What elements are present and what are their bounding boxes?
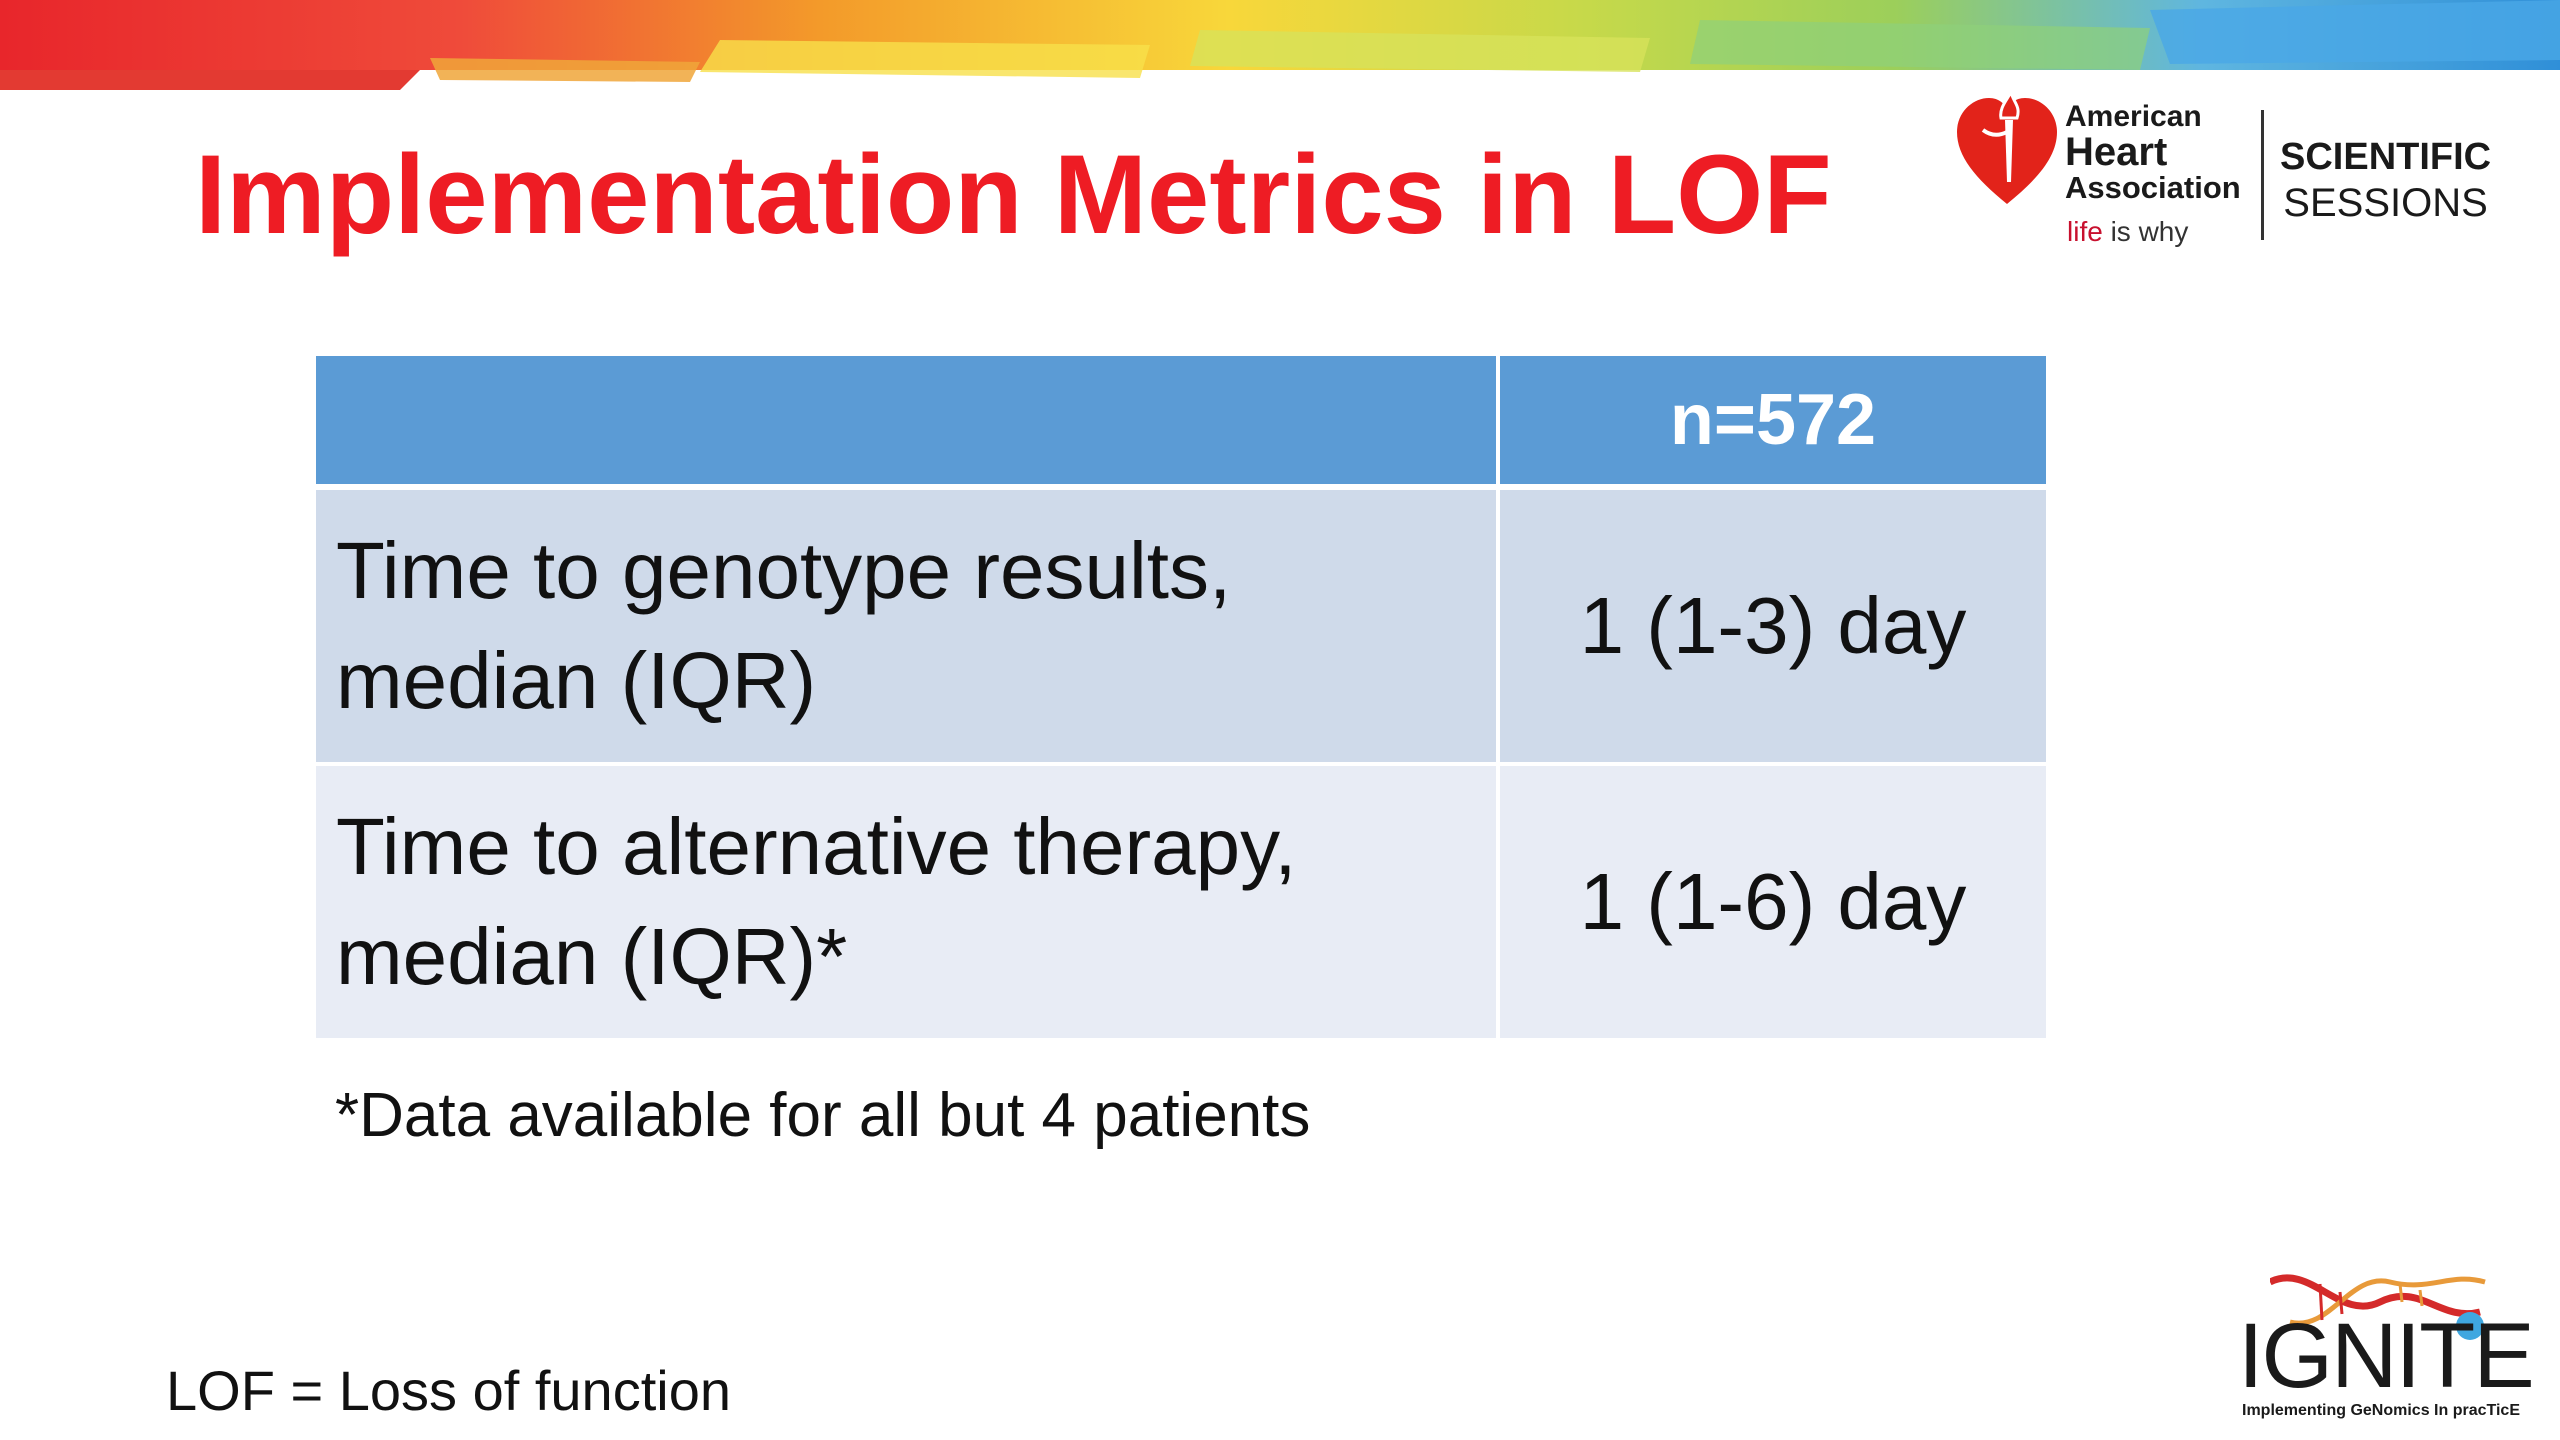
logo-divider	[2261, 110, 2264, 240]
sessions-line1: SCIENTIFIC	[2280, 136, 2492, 178]
scientific-sessions-label: SCIENTIFIC SESSIONS	[2280, 136, 2491, 226]
aha-org-line2: Heart	[2065, 130, 2168, 174]
ignite-logo: IGNITE Implementing GeNomics In pracTicE	[2230, 1262, 2535, 1422]
row-value: 1 (1-3) day	[1500, 490, 2046, 766]
ignite-wordmark: IGNITE	[2238, 1305, 2535, 1407]
aha-org-line1: American	[2065, 100, 2202, 133]
table-row: Time to genotype results, median (IQR) 1…	[316, 490, 2046, 766]
table-header-row: n=572	[316, 356, 2046, 490]
table-row: Time to alternative therapy, median (IQR…	[316, 766, 2046, 1038]
aha-tagline: life is why	[2067, 216, 2188, 248]
row-label-line2: median (IQR)*	[336, 912, 848, 1001]
header-cell-n: n=572	[1500, 356, 2046, 490]
sessions-line2: SESSIONS	[2283, 180, 2488, 225]
aha-tagline-red: life	[2067, 216, 2103, 247]
aha-org-name: American Heart Association	[2065, 100, 2241, 205]
table-footnote: *Data available for all but 4 patients	[335, 1081, 1311, 1150]
aha-tagline-rest: is why	[2102, 216, 2189, 247]
header-cell-blank	[316, 356, 1500, 490]
row-label: Time to alternative therapy, median (IQR…	[316, 766, 1500, 1038]
abbreviation-note: LOF = Loss of function	[166, 1359, 731, 1422]
row-label: Time to genotype results, median (IQR)	[316, 490, 1500, 766]
aha-org-line3: Association	[2065, 170, 2241, 205]
row-label-line2: median (IQR)	[336, 636, 817, 725]
dna-helix-icon	[2270, 1274, 2486, 1340]
metrics-table: n=572 Time to genotype results, median (…	[316, 356, 2046, 1038]
aha-scientific-sessions-logo: American Heart Association life is why S…	[1955, 88, 2520, 258]
row-label-line1: Time to genotype results,	[336, 525, 1232, 615]
heart-torch-icon	[1957, 90, 2057, 204]
row-value: 1 (1-6) day	[1500, 766, 2046, 1038]
ignite-subtitle: Implementing GeNomics In pracTicE	[2242, 1402, 2520, 1419]
slide-title: Implementation Metrics in LOF	[195, 132, 1832, 257]
top-color-banner	[0, 0, 2560, 90]
row-label-line1: Time to alternative therapy,	[336, 801, 1297, 891]
